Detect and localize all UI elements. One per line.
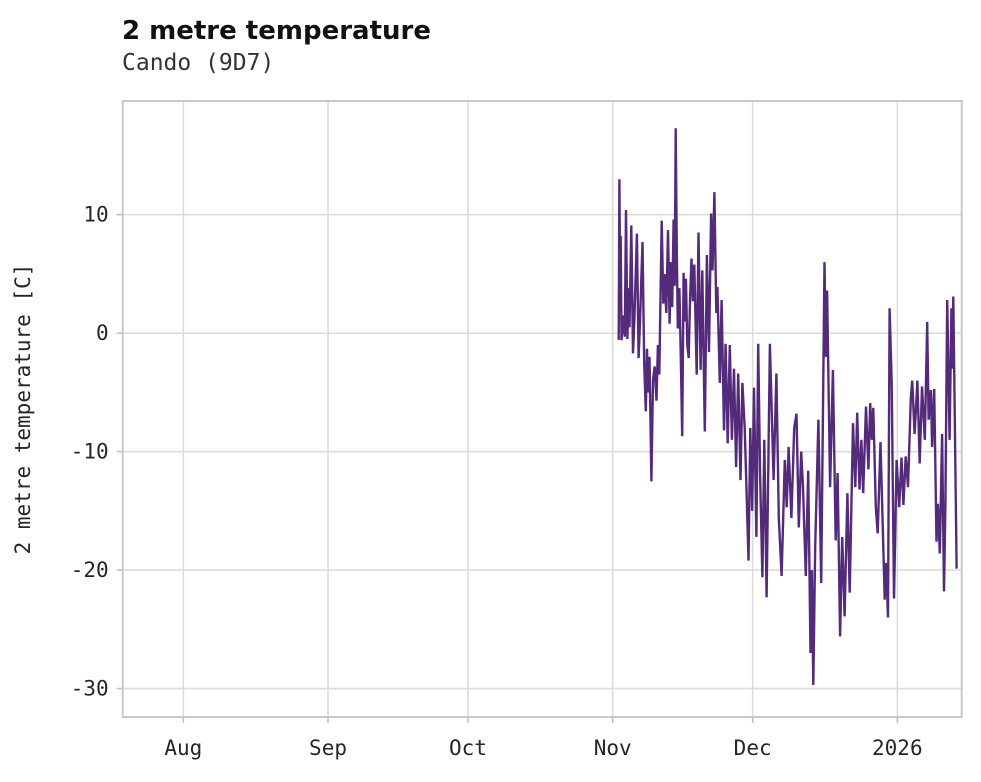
y-tick-label--10: -10	[71, 440, 109, 464]
plot-border	[121, 100, 963, 718]
y-tick-label-10: 10	[83, 203, 108, 227]
axes: Aug Sep Oct Nov Dec 2026 10 0 -10 -20 -30	[71, 100, 963, 760]
y-tick-label--30: -30	[71, 677, 109, 701]
temperature-line	[617, 128, 958, 686]
y-axis-label: 2 metre temperature [C]	[11, 264, 35, 555]
x-tick-label-Oct: Oct	[449, 736, 487, 760]
x-tick-label-Nov: Nov	[594, 736, 632, 760]
chart-title: 2 metre temperature	[122, 16, 431, 46]
x-tick-label-Aug: Aug	[164, 736, 202, 760]
chart-subtitle: Cando (9D7)	[122, 50, 275, 76]
x-tick-label-2026: 2026	[872, 736, 923, 760]
y-tick-label--20: -20	[71, 558, 109, 582]
x-tick-label-Dec: Dec	[734, 736, 772, 760]
grid	[122, 101, 962, 717]
series	[617, 128, 958, 686]
x-tick-label-Sep: Sep	[309, 736, 347, 760]
y-tick-label-0: 0	[96, 321, 109, 345]
